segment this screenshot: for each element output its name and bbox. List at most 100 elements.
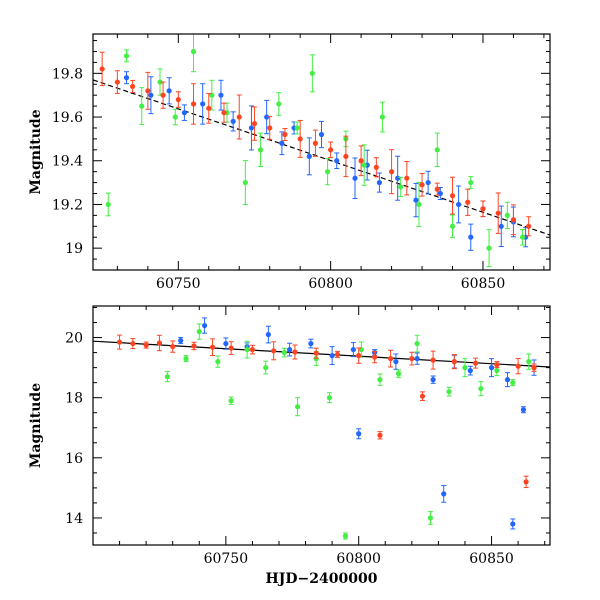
marker <box>480 206 486 212</box>
marker <box>379 114 386 120</box>
data-point <box>372 350 378 364</box>
marker <box>520 407 527 413</box>
data-point <box>434 182 440 196</box>
data-point <box>328 141 334 159</box>
marker <box>427 515 434 521</box>
marker <box>309 70 315 76</box>
marker <box>145 88 151 94</box>
data-point <box>519 228 526 246</box>
data-point <box>494 361 500 369</box>
data-point <box>148 76 154 115</box>
data-point <box>157 68 163 96</box>
marker <box>166 88 172 94</box>
x-tick-label: 60850 <box>469 551 514 567</box>
marker <box>164 374 170 380</box>
data-point <box>313 347 319 359</box>
marker <box>191 343 197 349</box>
marker <box>404 175 410 181</box>
data-point <box>251 106 258 141</box>
marker <box>308 340 314 347</box>
data-point <box>480 200 486 218</box>
data-point <box>294 397 301 417</box>
marker <box>143 342 149 348</box>
marker <box>105 201 111 208</box>
data-point <box>191 341 197 351</box>
marker <box>358 158 364 164</box>
marker <box>157 79 163 85</box>
marker <box>494 368 500 374</box>
data-point <box>361 144 367 186</box>
marker <box>328 147 334 153</box>
data-point <box>318 120 325 149</box>
data-point <box>190 83 197 125</box>
marker <box>294 404 301 410</box>
data-point <box>228 341 234 355</box>
data-point <box>504 201 510 229</box>
data-point <box>520 406 527 414</box>
data-point <box>377 373 383 386</box>
data-point <box>356 428 362 440</box>
marker <box>430 377 436 383</box>
data-point <box>468 176 474 190</box>
data-point <box>373 157 379 178</box>
data-point <box>257 132 264 167</box>
data-point <box>395 369 402 378</box>
data-point <box>166 77 172 105</box>
marker <box>495 210 501 216</box>
marker <box>468 234 474 240</box>
plot-frame <box>92 305 551 546</box>
marker <box>467 368 473 374</box>
marker <box>206 105 212 111</box>
data-point <box>265 325 271 344</box>
data-point <box>449 214 456 239</box>
marker <box>372 354 378 360</box>
data-point <box>358 145 364 177</box>
marker <box>441 491 447 497</box>
marker <box>526 359 532 365</box>
marker <box>190 48 197 55</box>
data-point <box>312 129 319 157</box>
marker <box>248 125 255 131</box>
x-tick-label: 60750 <box>204 551 249 567</box>
data-point <box>334 350 341 358</box>
data-point <box>181 104 187 121</box>
data-point <box>523 475 529 489</box>
data-point <box>425 170 431 195</box>
marker <box>515 363 521 369</box>
data-point <box>172 108 178 126</box>
marker <box>265 331 271 338</box>
data-point <box>467 365 473 376</box>
data-point <box>209 338 216 357</box>
data-point <box>377 431 383 440</box>
marker <box>228 345 234 351</box>
bottom-panel: 60750 60800 60850 14 16 18 20 Magnitude HJD−2400… <box>28 305 551 587</box>
marker <box>430 357 436 363</box>
marker <box>292 349 298 355</box>
data-point <box>462 358 468 378</box>
data-point <box>495 192 501 234</box>
series-0 <box>123 71 529 251</box>
data-point <box>267 116 273 140</box>
data-point <box>419 391 426 402</box>
data-point <box>164 371 170 383</box>
marker <box>465 199 471 205</box>
data-point <box>416 181 422 227</box>
marker <box>510 521 516 527</box>
data-point <box>178 337 184 345</box>
data-point <box>473 357 479 369</box>
marker <box>223 340 229 347</box>
data-point <box>451 354 457 370</box>
series-1 <box>105 34 526 268</box>
data-point <box>196 323 202 340</box>
data-point <box>324 158 331 186</box>
marker <box>175 96 181 103</box>
y-tick-label: 19 <box>65 241 83 257</box>
marker <box>139 103 145 109</box>
y-tick-label: 14 <box>65 511 83 527</box>
marker <box>230 118 236 125</box>
marker <box>473 360 479 366</box>
data-point <box>376 172 382 193</box>
data-point <box>398 176 404 198</box>
data-point <box>486 229 492 268</box>
data-point <box>145 71 151 110</box>
